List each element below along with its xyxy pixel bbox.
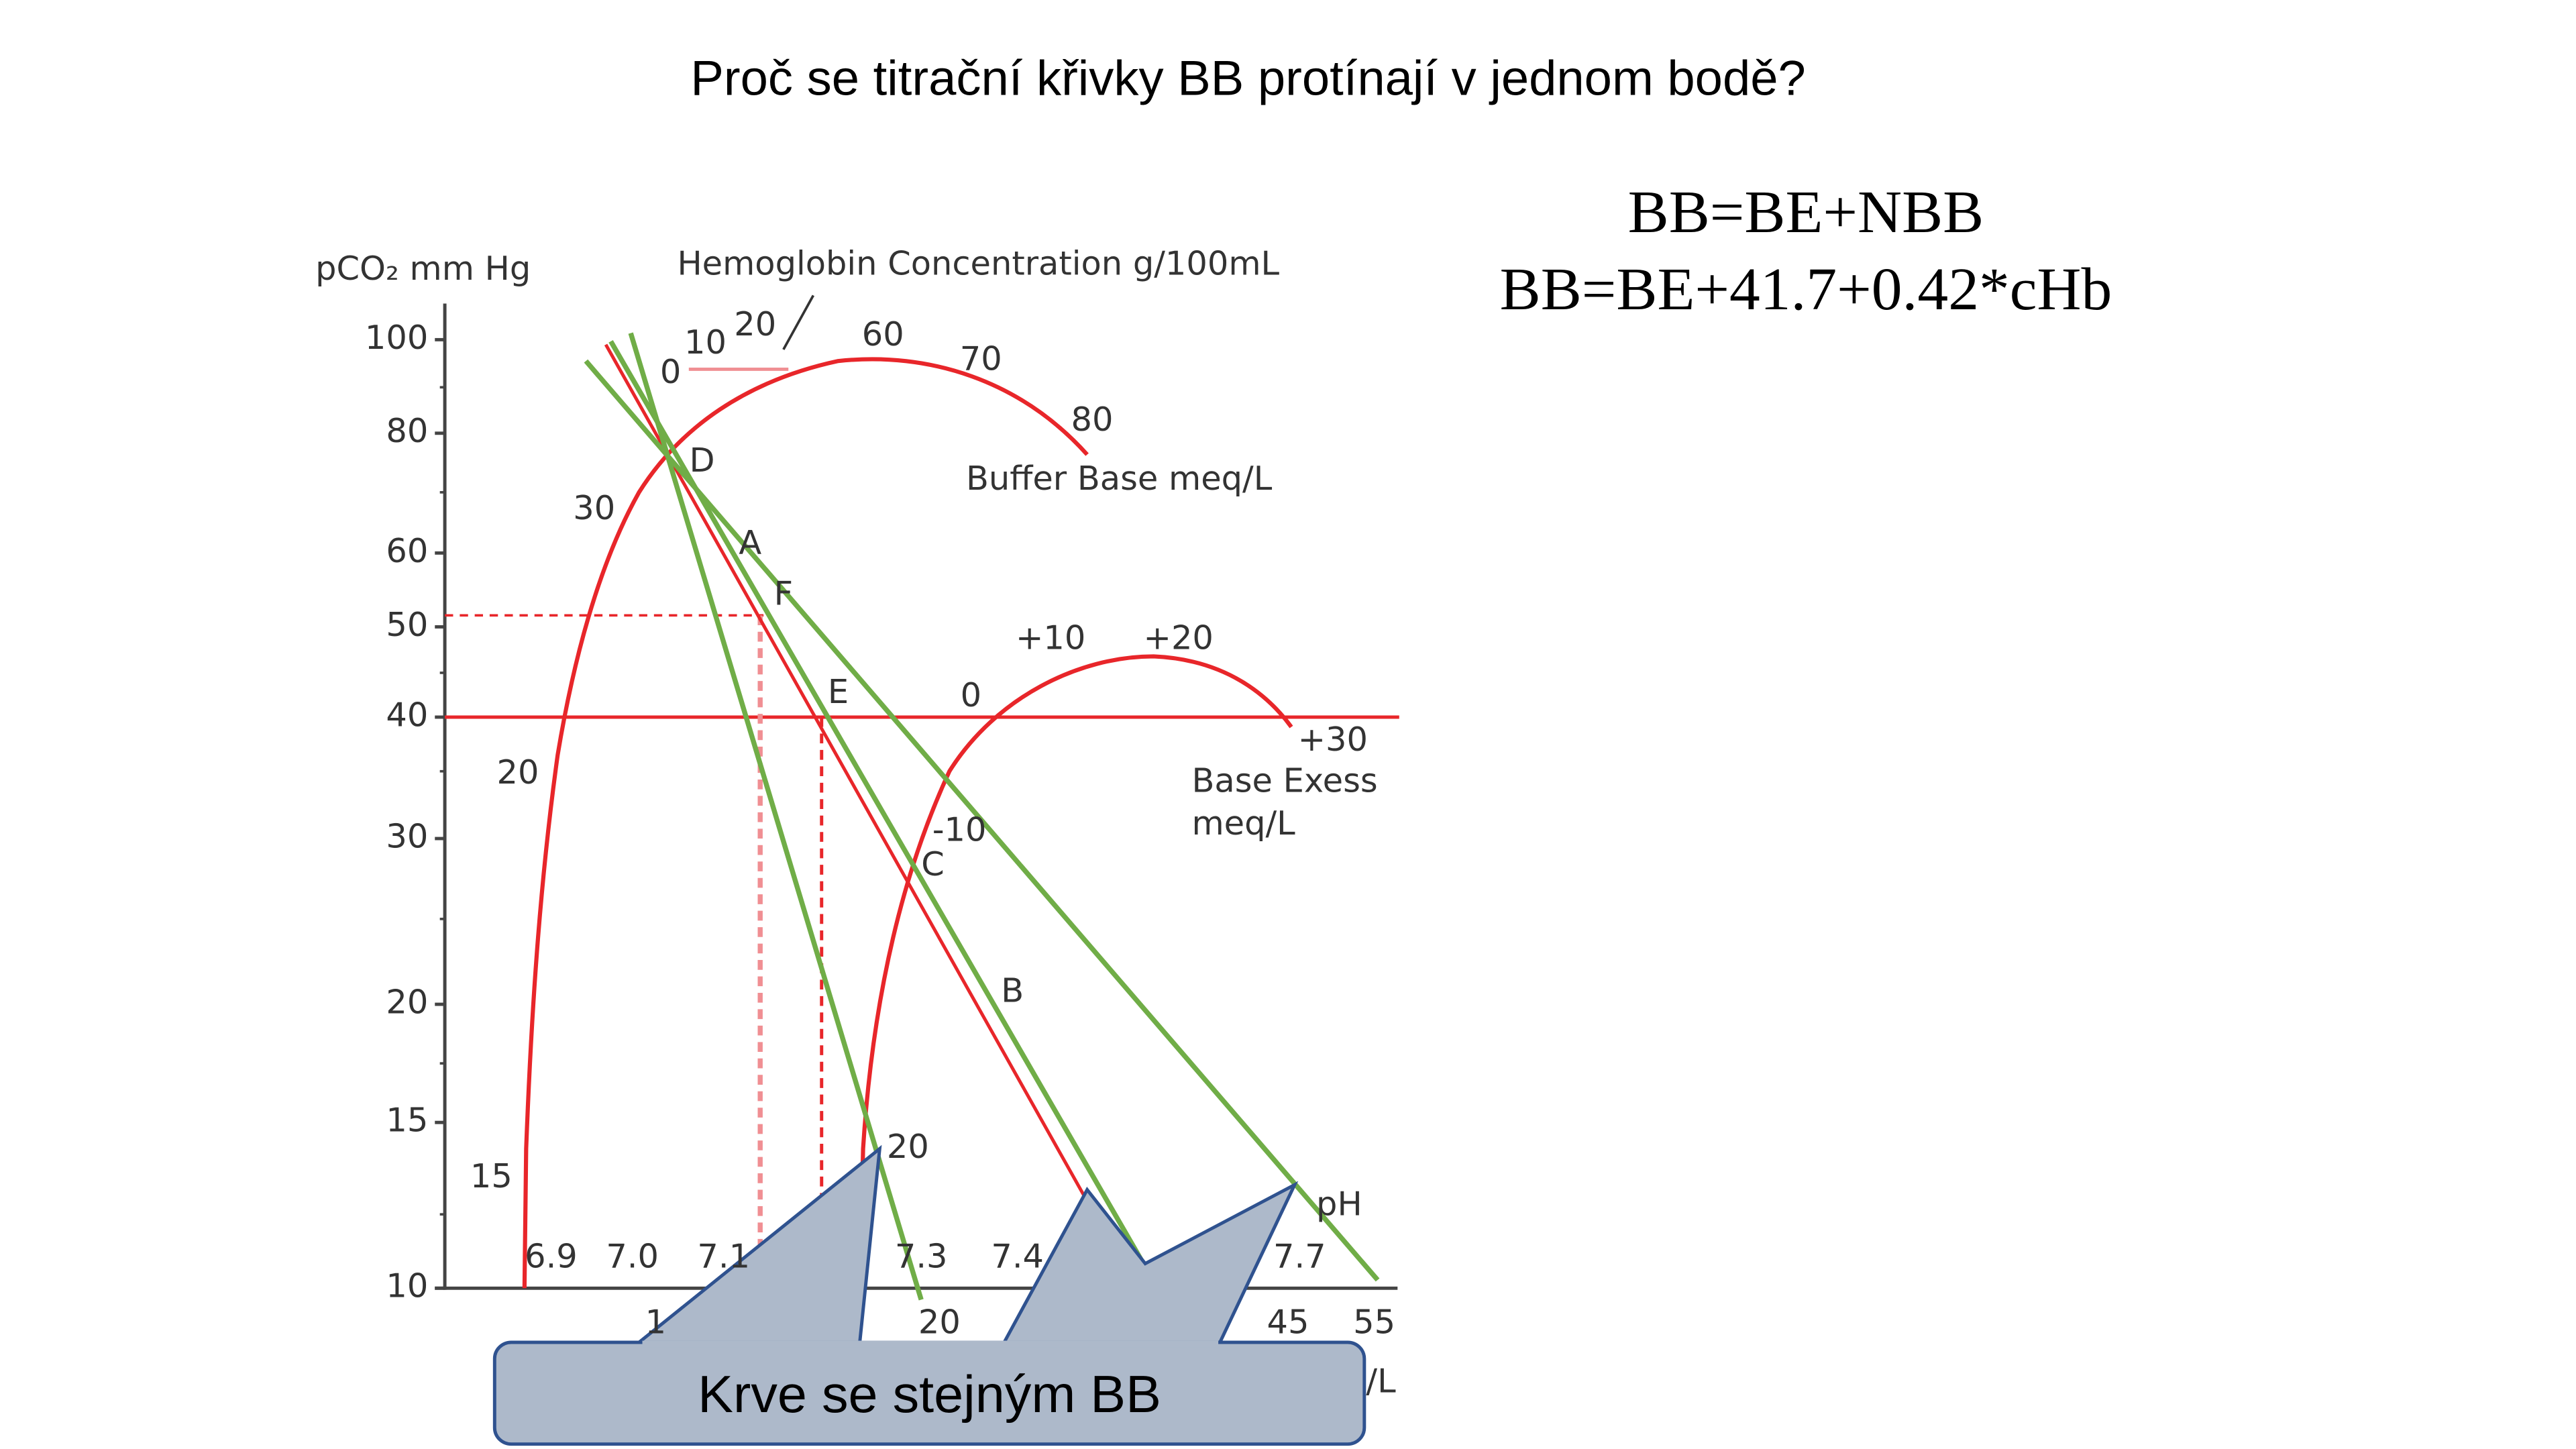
y-tick-label: 100 — [365, 318, 428, 357]
point-label: C — [921, 845, 945, 883]
point-label: A — [739, 523, 761, 562]
bb-label: 30 — [573, 488, 615, 527]
x-tick-label: 7.0 — [606, 1237, 659, 1276]
hb-label: 80 — [1071, 400, 1114, 439]
axis-label: pH — [1316, 1185, 1362, 1224]
callout-joint — [642, 1340, 1219, 1348]
x-tick-label: 1 — [645, 1303, 666, 1342]
y-tick-label: 40 — [386, 696, 428, 735]
be-label: +10 — [1016, 619, 1085, 657]
be-label: 0 — [961, 676, 981, 714]
x-tick-label: 7.3 — [895, 1237, 948, 1276]
x-tick-label: 7.4 — [991, 1237, 1044, 1276]
curve-label: meq/L — [1191, 804, 1295, 843]
nomogram — [435, 294, 1399, 1301]
hb-label: 70 — [960, 339, 1002, 378]
y-tick-label: 80 — [386, 411, 428, 450]
formula: BB=BE+NBB — [1628, 178, 1984, 246]
x-tick-label: 7.7 — [1273, 1237, 1326, 1276]
buffer-base-curve — [522, 357, 1089, 1289]
curve-label: Base Exess — [1191, 761, 1377, 800]
titration-line — [604, 343, 1106, 1232]
x-tick-label: 45 — [1267, 1303, 1309, 1342]
bb-label: 20 — [496, 753, 539, 792]
point-label: B — [1001, 971, 1024, 1010]
be-label: -10 — [932, 810, 987, 849]
x-tick-label: 55 — [1353, 1303, 1395, 1342]
curve-label: Buffer Base meq/L — [966, 459, 1273, 498]
hb-pointer — [782, 294, 815, 350]
point-label: E — [828, 672, 849, 711]
hb-label: 0 — [660, 352, 681, 391]
y-tick-label: 30 — [386, 817, 428, 856]
base-excess-curve — [857, 654, 1293, 1289]
green-line — [628, 332, 924, 1301]
bb-label: 15 — [470, 1157, 513, 1195]
be-label: +20 — [1144, 619, 1214, 657]
hb-label: 60 — [862, 315, 904, 354]
be-label: 20 — [887, 1127, 929, 1166]
y-tick-label: 50 — [386, 605, 428, 644]
y-tick-label: 15 — [386, 1101, 428, 1140]
callout-text: Krve se stejným BB — [698, 1364, 1161, 1423]
x-tick-label: 7.1 — [697, 1237, 750, 1276]
y-tick-label: 20 — [386, 983, 428, 1022]
green-line — [584, 359, 1380, 1282]
axis-label: pCO₂ mm Hg — [315, 249, 531, 288]
y-tick-label: 60 — [386, 531, 428, 570]
be-label: +30 — [1298, 720, 1368, 759]
x-tick-label: 6.9 — [525, 1237, 578, 1276]
formula: BB=BE+41.7+0.42*cHb — [1500, 256, 2112, 323]
hb-label: 20 — [734, 305, 776, 343]
title: Proč se titrační křivky BB protínají v j… — [690, 50, 1805, 106]
callout — [492, 1144, 1366, 1446]
x-tick-label: 20 — [918, 1303, 961, 1342]
point-label: D — [690, 441, 715, 480]
point-label: F — [774, 574, 793, 613]
x-tick-label: /L — [1366, 1362, 1396, 1401]
axis-label: Hemoglobin Concentration g/100mL — [677, 244, 1279, 283]
hb-label: 10 — [684, 323, 727, 362]
y-tick-label: 10 — [386, 1267, 428, 1305]
